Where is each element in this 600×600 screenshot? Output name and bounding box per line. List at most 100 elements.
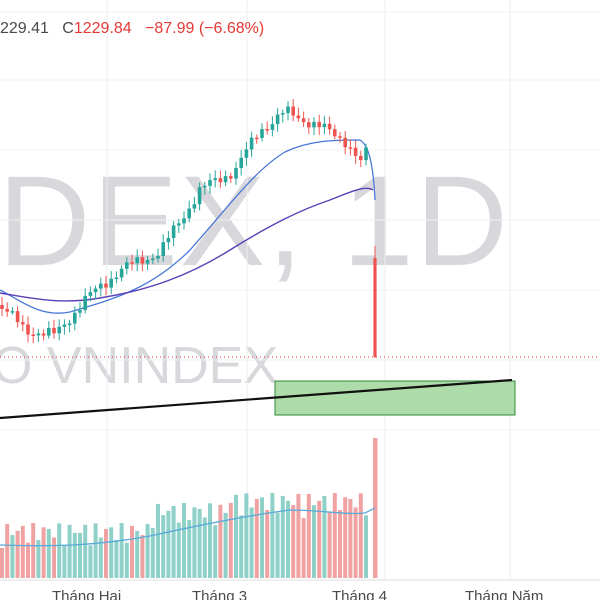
x-axis-label-apr: Tháng 4 [332,588,388,600]
candle-body [57,326,61,334]
candle-body [322,123,327,128]
volume-bar [130,525,134,578]
volume-bar [161,515,166,578]
volume-bar [72,532,77,578]
candle-body [26,324,30,335]
candle-body [338,136,342,138]
volume-bar [223,512,228,578]
support-zone [274,380,516,416]
volume-bar [98,537,103,578]
candle-body [359,155,363,161]
ohlc-legend: 229.41 C1229.84 −87.99 (−6.68%) [0,20,264,38]
candle-body [234,167,238,179]
volume-bar [353,507,358,578]
volume-bar [31,523,36,578]
volume-bar [317,500,322,578]
candle-body [286,106,290,114]
candle-body [5,309,9,312]
candle-body [317,121,321,128]
volume-bar [275,512,280,578]
volume-bar [109,527,114,578]
volume-bar [373,438,378,578]
volume-bar [166,510,171,578]
candle-body [93,288,98,293]
volume-bar [41,527,46,578]
candle-body [135,257,139,264]
candle-body [41,333,46,336]
volume-bar [358,493,363,578]
volume-bar [286,500,290,578]
candle-body [270,124,275,130]
volume-bar [270,493,275,578]
candle-body [223,176,228,183]
volume-bar [348,498,353,578]
volume-bar [187,520,192,578]
volume-moving-average [0,507,376,547]
candle-body [109,278,113,288]
candle-body [161,242,165,256]
candle-body [15,311,20,323]
volume-bar [46,528,51,578]
candle-body [156,255,160,259]
volume-bar [202,517,207,578]
volume-bar [301,517,306,578]
candle-body [275,114,280,125]
moving-average-fast [0,139,376,314]
volume-bar [36,540,41,578]
candle-body [145,259,150,264]
open-value: 229.41 [0,20,49,37]
candle-body [187,208,191,219]
candle-body [140,257,145,264]
volume-bar [213,525,218,578]
volume-bar [265,509,270,578]
volume-bar [119,523,124,578]
volume-bar [296,493,301,578]
candle-body [171,225,176,239]
volume-bar [244,493,249,578]
candle-body [281,113,285,115]
candle-body [307,122,311,128]
candle-body [31,334,35,336]
volume-bar [332,493,337,578]
candle-body [36,333,41,336]
volume-bar [5,523,10,578]
candle-body [301,118,306,123]
volume-bar [67,524,72,578]
candle-body [151,258,155,261]
volume-bar [104,528,108,578]
volume-bar [197,508,202,578]
volume-bar [10,535,15,578]
volume-bar [20,525,25,578]
candle-body [373,258,377,357]
volume-bar [150,527,155,578]
candle-body [265,129,269,131]
candle-body [327,123,332,130]
x-axis-label-feb: Tháng Hai [52,588,122,600]
volume-bar [249,507,254,578]
candle-body [260,129,264,138]
volume-bar [234,494,238,578]
candle-body [296,115,301,119]
candle-body [62,324,67,327]
volume-bar [338,510,342,578]
candle-body [52,327,56,334]
candle-body [130,262,134,264]
close-prefix: C [62,20,74,37]
candle-body [203,185,207,188]
volume-bar [114,540,119,578]
candle-body [197,187,202,205]
candle-body [78,310,82,313]
volume-bar [57,523,62,578]
candle-body [333,129,337,137]
volume-bar [140,535,145,578]
candle-body [73,312,77,324]
volume-bar [88,545,93,578]
volume-bar [254,498,259,578]
change-value: −87.99 (−6.68%) [145,20,265,37]
volume-bar [78,532,82,578]
volume-bar [312,505,316,578]
volume-bar [15,530,20,578]
candle-body [249,137,254,150]
